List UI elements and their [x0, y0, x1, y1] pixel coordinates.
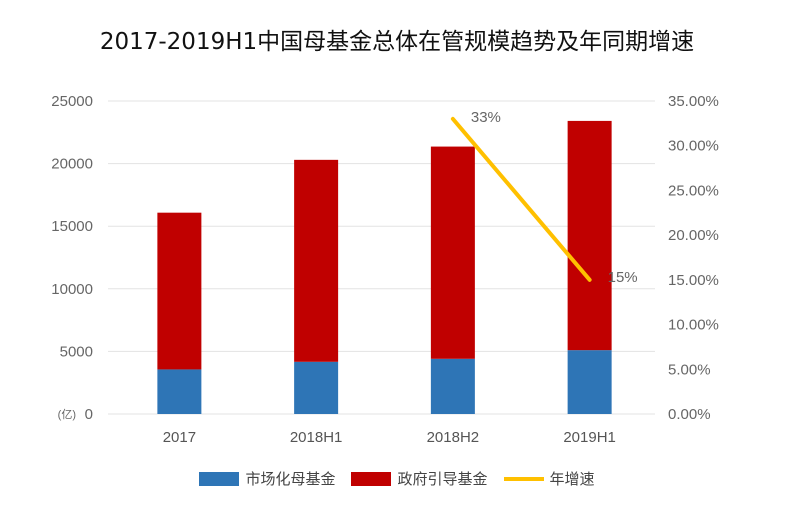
bar-market — [294, 361, 339, 414]
legend-item-government: 政府引导基金 — [351, 468, 488, 489]
bar-government — [430, 146, 475, 359]
legend-item-market: 市场化母基金 — [199, 468, 335, 489]
y2-tick-label: 15.00% — [668, 272, 719, 289]
y-tick-label: 20000 — [51, 156, 93, 173]
y2-tick-label: 10.00% — [668, 317, 719, 334]
y2-tick-label: 20.00% — [668, 227, 719, 244]
legend-item-growth: 年增速 — [503, 468, 595, 489]
y-tick-label: 0 — [85, 406, 93, 423]
data-label: 15% — [608, 269, 638, 286]
y-tick-label: 10000 — [51, 281, 93, 298]
y2-tick-label: 5.00% — [668, 361, 711, 378]
y2-tick-label: 0.00% — [668, 406, 711, 423]
y-unit-label: (亿) — [58, 408, 76, 421]
y-tick-label: 5000 — [60, 343, 93, 360]
legend-label: 政府引导基金 — [397, 470, 488, 488]
y2-tick-label: 30.00% — [668, 138, 719, 155]
legend-label: 市场化母基金 — [245, 470, 336, 488]
growth-line — [450, 116, 592, 282]
bar-market — [157, 369, 202, 414]
y2-tick-label: 35.00% — [668, 93, 719, 110]
legend-swatch — [503, 476, 544, 481]
legend-swatch — [351, 471, 392, 486]
y-tick-label: 15000 — [51, 218, 93, 235]
y-tick-label: 25000 — [51, 93, 93, 110]
chart-title: 2017-2019H1中国母基金总体在管规模趋势及年同期增速 — [99, 29, 695, 55]
legend-label: 年增速 — [549, 470, 595, 488]
x-tick-label: 2018H2 — [427, 429, 480, 446]
bar-government — [567, 120, 612, 351]
bar-government — [294, 159, 339, 362]
x-tick-label: 2019H1 — [563, 429, 616, 446]
x-tick-label: 2018H1 — [290, 429, 343, 446]
y2-tick-label: 25.00% — [668, 182, 719, 199]
x-tick-label: 2017 — [163, 429, 196, 446]
data-label: 33% — [471, 109, 501, 126]
legend: 市场化母基金 政府引导基金 年增速 — [0, 468, 794, 489]
legend-swatch — [199, 471, 240, 486]
bar-market — [567, 350, 612, 414]
bar-market — [430, 358, 475, 414]
bar-government — [157, 212, 202, 370]
